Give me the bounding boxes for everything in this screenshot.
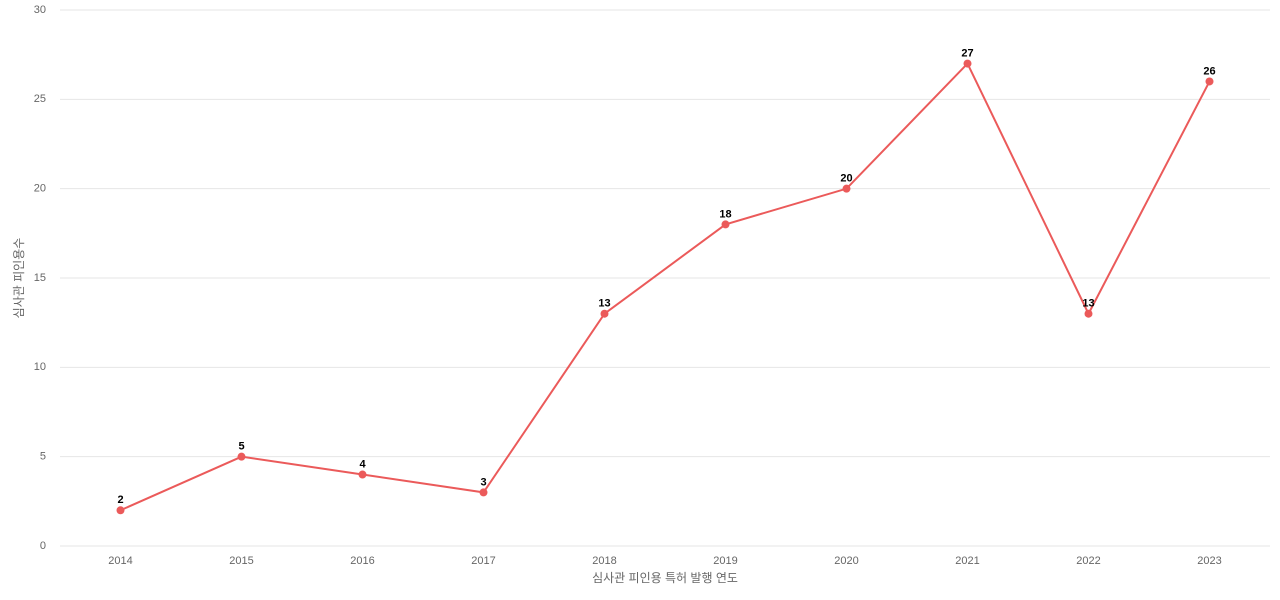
y-axis-label: 심사관 피인용수 [12,238,26,319]
point [842,184,851,193]
point [479,488,488,497]
value-label: 3 [480,476,486,488]
point [721,220,730,229]
y-tick-label: 5 [40,451,46,463]
x-tick-label: 2023 [1197,555,1221,567]
x-tick-label: 2015 [229,555,253,567]
point [358,470,367,479]
value-label: 26 [1203,65,1215,77]
x-tick-label: 2017 [471,555,495,567]
point [1205,77,1214,86]
x-tick-label: 2020 [834,555,858,567]
point [116,506,125,515]
x-tick-label: 2019 [713,555,737,567]
y-tick-label: 25 [34,93,46,105]
value-label: 4 [359,458,366,470]
x-tick-label: 2021 [955,555,979,567]
y-tick-label: 30 [34,4,46,16]
y-tick-label: 10 [34,361,46,373]
point [1084,309,1093,318]
point [963,59,972,68]
point [237,452,246,461]
value-label: 13 [1082,298,1094,310]
x-tick-label: 2016 [350,555,374,567]
y-tick-label: 15 [34,272,46,284]
value-label: 20 [840,173,852,185]
x-tick-label: 2014 [108,555,132,567]
line [120,61,1211,512]
value-label: 18 [719,208,731,220]
value-label: 27 [961,48,973,60]
y-tick-label: 20 [34,183,46,195]
value-label: 2 [117,494,123,506]
value-label: 13 [598,298,610,310]
value-label: 5 [238,441,244,453]
y-tick-label: 0 [40,540,46,552]
point [600,309,609,318]
x-tick-label: 2018 [592,555,616,567]
x-tick-label: 2022 [1076,555,1100,567]
x-axis-label: 심사관 피인용 특허 발행 연도 [592,570,738,585]
